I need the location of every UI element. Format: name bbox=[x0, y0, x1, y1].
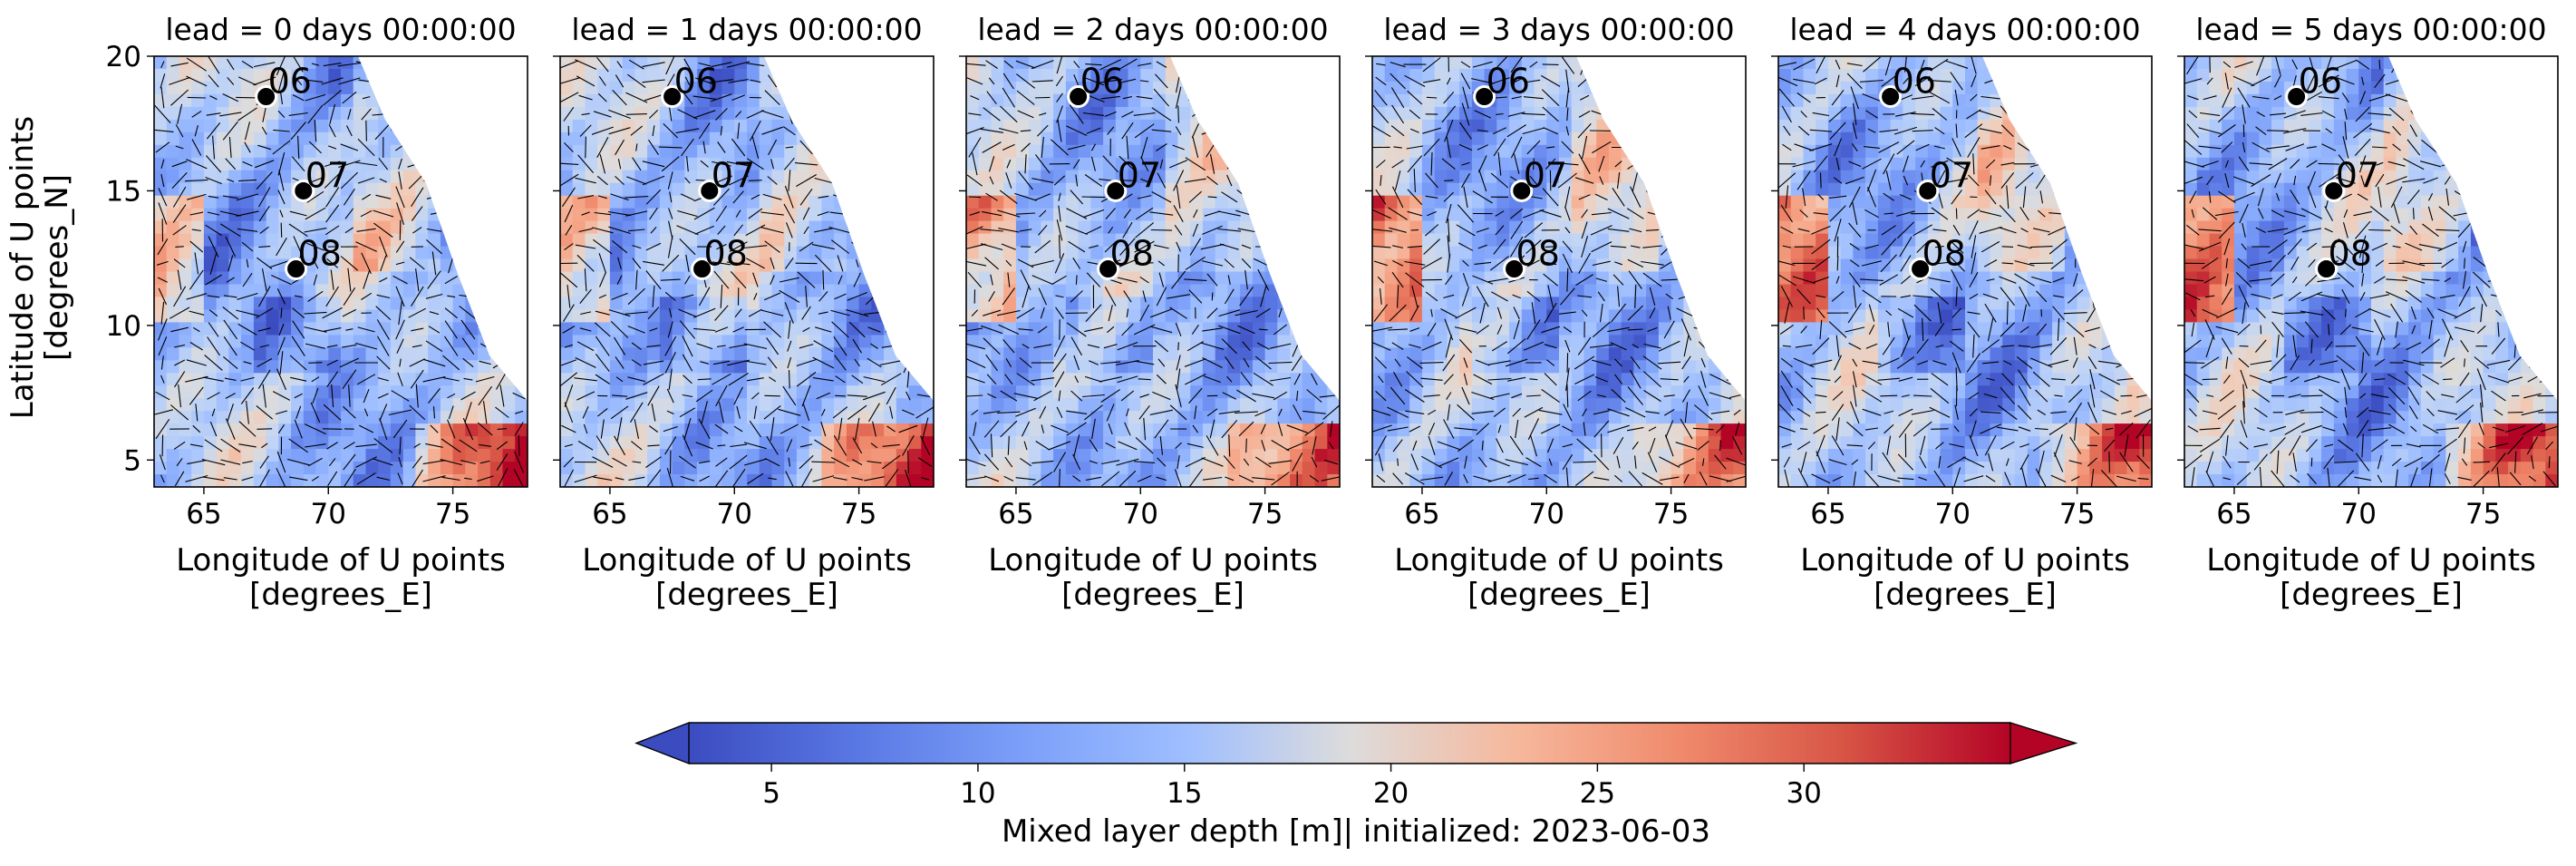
x-tick-label: 65 bbox=[592, 498, 627, 530]
panel-frame bbox=[1777, 55, 2153, 488]
station-label: 06 bbox=[268, 62, 312, 102]
station-label: 06 bbox=[2299, 62, 2342, 102]
colorbar-tick-label: 10 bbox=[960, 777, 995, 810]
y-tick-label: 10 bbox=[106, 310, 141, 343]
colorbar-tick-label: 15 bbox=[1167, 777, 1202, 810]
x-tick-label: 70 bbox=[311, 498, 346, 530]
x-tick-label: 75 bbox=[1247, 498, 1283, 530]
panel-4: lead = 4 days 00:00:00 65 70 75 Longitude of… bbox=[1771, 12, 2153, 613]
station-label: 07 bbox=[2336, 155, 2379, 195]
x-tick-label: 65 bbox=[1404, 498, 1439, 530]
station-marker bbox=[1104, 179, 1128, 202]
station-marker bbox=[1510, 179, 1534, 202]
station-marker bbox=[1503, 258, 1526, 281]
x-tick-label: 70 bbox=[1123, 498, 1158, 530]
panel-frame bbox=[559, 55, 935, 488]
station-marker bbox=[285, 258, 308, 281]
colorbar-outline bbox=[689, 722, 2010, 764]
station-marker bbox=[255, 85, 278, 109]
colorbar-gradient bbox=[689, 723, 2010, 764]
x-tick-label: 65 bbox=[1810, 498, 1845, 530]
station-label: 07 bbox=[1524, 155, 1567, 195]
station-label: 08 bbox=[2329, 234, 2372, 274]
station-label: 06 bbox=[1487, 62, 1530, 102]
x-tick-label: 65 bbox=[186, 498, 221, 530]
colorbar-tick-label: 5 bbox=[762, 777, 780, 810]
quiver-arrows bbox=[966, 56, 1340, 487]
y-tick-label: 15 bbox=[106, 175, 141, 208]
colorbar-tick-label: 25 bbox=[1580, 777, 1615, 810]
station-marker bbox=[1097, 258, 1120, 281]
station-label: 08 bbox=[1516, 234, 1560, 274]
station-marker bbox=[2315, 258, 2339, 281]
station-label: 06 bbox=[1080, 62, 1124, 102]
station-marker bbox=[292, 179, 315, 202]
x-tick-label: 70 bbox=[1529, 498, 1564, 530]
station-label: 06 bbox=[674, 62, 718, 102]
station-label: 06 bbox=[1893, 62, 1936, 102]
station-marker bbox=[691, 258, 714, 281]
station-label: 08 bbox=[1110, 234, 1154, 274]
y-tick-label: 5 bbox=[123, 444, 141, 477]
station-label: 07 bbox=[1118, 155, 1161, 195]
panel-2: lead = 2 days 00:00:00 65 70 75 Longitude of… bbox=[959, 12, 1341, 613]
y-tick-label: 20 bbox=[106, 41, 141, 73]
panel-title: lead = 4 days 00:00:00 bbox=[1789, 12, 2140, 47]
station-label: 07 bbox=[305, 155, 349, 195]
panel-title: lead = 2 days 00:00:00 bbox=[977, 12, 1328, 47]
x-tick-label: 65 bbox=[998, 498, 1033, 530]
colorbar-extend-high bbox=[2009, 722, 2078, 764]
x-tick-label: 65 bbox=[2216, 498, 2252, 530]
panel-title: lead = 3 days 00:00:00 bbox=[1383, 12, 1734, 47]
panel-title: lead = 0 days 00:00:00 bbox=[165, 12, 516, 47]
station-label: 08 bbox=[704, 234, 748, 274]
panel-3: lead = 3 days 00:00:00 65 70 75 Longitude of… bbox=[1365, 12, 1747, 613]
station-marker bbox=[1916, 179, 1940, 202]
station-label: 07 bbox=[712, 155, 755, 195]
colorbar: 5 10 15 20 25 30 Mixed layer depth [m]| initia… bbox=[634, 721, 2078, 850]
panel-frame bbox=[2184, 55, 2559, 488]
x-axis-label: Longitude of U points [degrees_E] bbox=[176, 542, 506, 613]
panel-1: lead = 1 days 00:00:00 65 70 75 Longitude of… bbox=[553, 12, 935, 613]
x-axis-label: Longitude of U points [degrees_E] bbox=[988, 542, 1318, 613]
panel-frame bbox=[153, 55, 528, 488]
x-axis-label: Longitude of U points [degrees_E] bbox=[1800, 542, 2130, 613]
station-marker bbox=[2322, 179, 2346, 202]
y-axis-label: Latitude of U points[degrees_N] bbox=[5, 116, 75, 419]
panel-0: lead = 0 days 00:00:00 65 70 75 5 10 15 20 Longi… bbox=[106, 12, 528, 613]
panels: lead = 0 days 00:00:00 65 70 75 5 10 15 20 Longi… bbox=[106, 12, 2559, 613]
station-marker bbox=[1067, 85, 1090, 109]
x-tick-label: 70 bbox=[2341, 498, 2377, 530]
x-tick-label: 75 bbox=[2059, 498, 2095, 530]
colorbar-label: Mixed layer depth [m]| initialized: 2023… bbox=[1002, 813, 1710, 850]
x-tick-label: 75 bbox=[2465, 498, 2501, 530]
panel-5: lead = 5 days 00:00:00 65 70 75 Longitude of… bbox=[2177, 12, 2559, 613]
station-marker bbox=[2285, 85, 2309, 109]
station-label: 08 bbox=[298, 234, 342, 274]
x-axis-label: Longitude of U points [degrees_E] bbox=[2206, 542, 2536, 613]
station-marker bbox=[1909, 258, 1932, 281]
station-marker bbox=[1473, 85, 1496, 109]
x-tick-label: 70 bbox=[1935, 498, 1971, 530]
station-marker bbox=[661, 85, 684, 109]
x-axis-label: Longitude of U points [degrees_E] bbox=[1394, 542, 1724, 613]
station-marker bbox=[1879, 85, 1903, 109]
station-label: 08 bbox=[1922, 234, 1966, 274]
colorbar-tick-label: 20 bbox=[1373, 777, 1409, 810]
x-tick-label: 75 bbox=[1653, 498, 1689, 530]
panel-frame bbox=[1371, 55, 1747, 488]
x-axis-label: Longitude of U points [degrees_E] bbox=[582, 542, 912, 613]
colorbar-tick-label: 30 bbox=[1786, 777, 1821, 810]
x-tick-label: 70 bbox=[717, 498, 752, 530]
station-marker bbox=[698, 179, 721, 202]
panel-title: lead = 5 days 00:00:00 bbox=[2195, 12, 2546, 47]
x-tick-label: 75 bbox=[435, 498, 470, 530]
station-label: 07 bbox=[1930, 155, 1973, 195]
panel-frame bbox=[965, 55, 1341, 488]
panel-title: lead = 1 days 00:00:00 bbox=[571, 12, 922, 47]
x-tick-label: 75 bbox=[841, 498, 876, 530]
colorbar-extend-low bbox=[634, 721, 690, 765]
